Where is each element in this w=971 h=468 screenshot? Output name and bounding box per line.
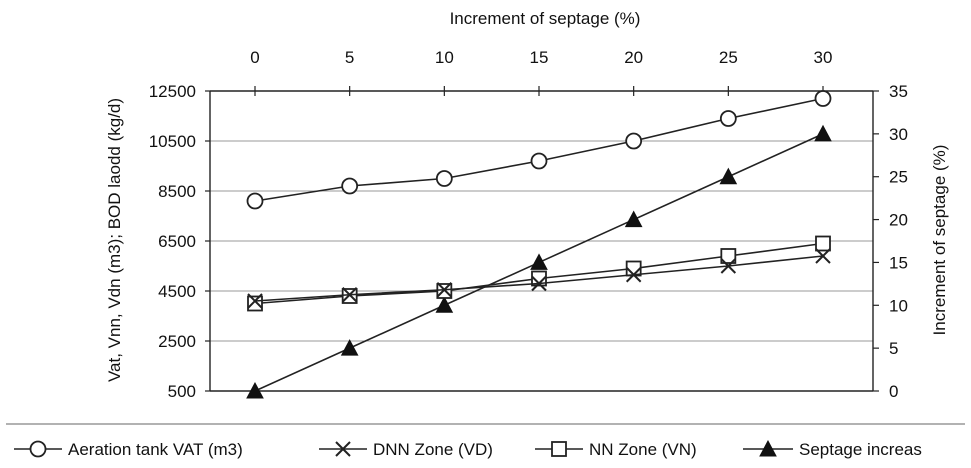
data-point xyxy=(341,177,359,195)
top-tick-label: 10 xyxy=(435,48,454,67)
right-tick-label: 20 xyxy=(889,211,908,230)
data-point xyxy=(531,270,547,287)
top-axis-title: Increment of septage (%) xyxy=(450,9,641,28)
legend-label: DNN Zone (VD) xyxy=(373,440,493,459)
top-tick-label: 20 xyxy=(624,48,643,67)
left-axis-title: Vat, Vnn, Vdn (m3); BOD laodd (kg/d) xyxy=(105,98,124,382)
data-point xyxy=(531,275,547,292)
top-tick-label: 0 xyxy=(250,48,259,67)
data-point xyxy=(530,152,548,170)
data-point xyxy=(247,293,263,309)
left-tick-label: 10500 xyxy=(149,132,196,151)
left-tick-label: 4500 xyxy=(158,282,196,301)
left-tick-label: 500 xyxy=(168,382,196,401)
top-tick-label: 30 xyxy=(814,48,833,67)
right-tick-label: 5 xyxy=(889,339,898,358)
right-tick-label: 15 xyxy=(889,253,908,272)
right-tick-label: 0 xyxy=(889,382,898,401)
series-line xyxy=(254,97,824,202)
data-point xyxy=(814,124,832,142)
legend-marker xyxy=(759,439,777,457)
data-point xyxy=(815,235,831,252)
legend-label: Septage increas xyxy=(799,440,922,459)
data-point xyxy=(247,295,263,312)
data-point xyxy=(246,192,264,210)
data-point xyxy=(624,210,643,228)
data-point xyxy=(530,253,548,270)
data-point xyxy=(719,167,738,185)
legend-marker xyxy=(335,441,351,457)
right-tick-label: 10 xyxy=(889,296,908,315)
legend-marker xyxy=(551,441,567,457)
legend-marker xyxy=(29,440,47,458)
left-tick-label: 12500 xyxy=(149,82,196,101)
right-axis-title: Increment of septage (%) xyxy=(930,145,949,336)
left-tick-label: 8500 xyxy=(158,182,196,201)
data-point xyxy=(436,282,453,298)
top-tick-label: 15 xyxy=(530,48,549,67)
right-tick-label: 30 xyxy=(889,125,908,144)
data-point xyxy=(815,248,831,264)
data-point xyxy=(625,132,643,150)
data-point xyxy=(435,170,453,187)
data-point xyxy=(340,339,359,356)
data-point xyxy=(435,296,454,313)
top-tick-label: 25 xyxy=(719,48,738,67)
legend-label: NN Zone (VN) xyxy=(589,440,697,459)
right-tick-label: 25 xyxy=(889,168,908,187)
data-point xyxy=(719,110,737,127)
data-point xyxy=(720,258,737,274)
legend-label: Aeration tank VAT (m3) xyxy=(68,440,243,459)
left-tick-label: 2500 xyxy=(158,332,196,351)
data-point xyxy=(720,248,737,264)
data-point xyxy=(625,267,642,283)
right-tick-label: 35 xyxy=(889,82,908,101)
data-point xyxy=(341,287,358,303)
data-point xyxy=(246,381,264,399)
top-tick-label: 5 xyxy=(345,48,354,67)
left-tick-label: 6500 xyxy=(158,232,196,251)
data-point xyxy=(814,90,832,107)
